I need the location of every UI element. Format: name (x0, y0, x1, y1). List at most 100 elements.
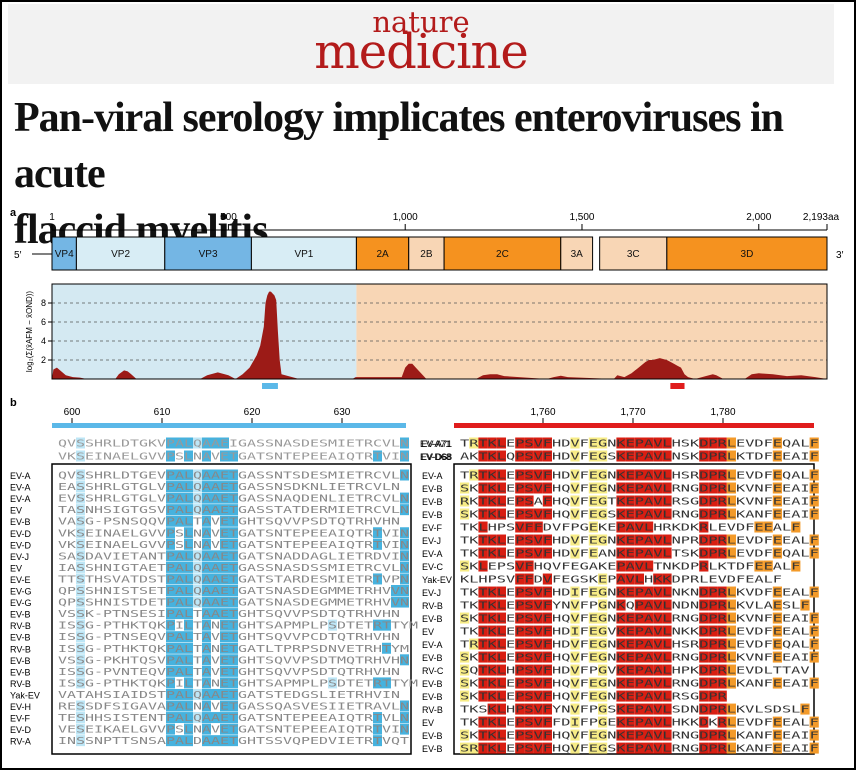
residue-highlight (400, 527, 409, 539)
residue-highlight (542, 651, 552, 663)
residue-highlight (166, 585, 175, 596)
residue-highlight (570, 716, 580, 728)
sequence-name: EV-C (422, 562, 444, 572)
residue-highlight (400, 450, 409, 462)
residue-highlight (726, 534, 736, 546)
residue-highlight (570, 482, 580, 494)
sequence-name: EV-J (422, 588, 441, 598)
residue-highlight (708, 534, 718, 546)
panel-a-label: a (10, 207, 17, 219)
residue-highlight (662, 612, 672, 624)
residue-highlight (634, 482, 644, 494)
plot-frame (51, 283, 828, 380)
residue-highlight (220, 596, 229, 608)
residue-highlight (76, 631, 85, 643)
residue-highlight (542, 742, 552, 754)
residue-highlight (166, 504, 175, 516)
residue-highlight (220, 561, 229, 573)
residue-highlight (772, 599, 782, 611)
residue-highlight (598, 651, 608, 663)
residue-highlight (598, 599, 608, 611)
residue-highlight (708, 638, 718, 650)
residue-highlight (699, 521, 709, 533)
residue-highlight (478, 495, 488, 507)
residue-highlight (175, 631, 184, 643)
residue-highlight (726, 469, 736, 481)
residue-highlight (653, 508, 663, 520)
residue-highlight (653, 495, 663, 507)
residue-highlight (570, 729, 580, 741)
residue-highlight (616, 690, 626, 702)
residue-highlight (373, 450, 382, 462)
residue-highlight (653, 651, 663, 663)
residue-highlight (166, 481, 175, 493)
sequence-sequence: TKTKLEPSVFYNVFPGNKQPAVLNDNDPRLKVLAESLF (460, 601, 810, 612)
residue-highlight (726, 651, 736, 663)
residue-highlight (634, 560, 644, 572)
sequence-name: RV-B (422, 601, 443, 611)
residue-highlight (772, 450, 782, 462)
residue-highlight (570, 690, 580, 702)
sequence-name: EV-G (10, 598, 32, 608)
residue-highlight (487, 729, 497, 741)
residue-highlight (644, 638, 654, 650)
residue-highlight (202, 735, 211, 747)
residue-highlight (726, 482, 736, 494)
residue-highlight (699, 742, 709, 754)
residue-highlight (699, 729, 709, 741)
residue-highlight (193, 688, 202, 700)
residue-highlight (653, 625, 663, 637)
residue-highlight (184, 573, 193, 585)
residue-highlight (382, 642, 391, 654)
residue-highlight (809, 547, 819, 559)
residue-highlight (496, 625, 506, 637)
residue-highlight (391, 596, 400, 608)
residue-highlight (373, 538, 382, 550)
residue-highlight (166, 723, 175, 735)
sequence-sequence: TKSKLHPSVFYNVFPGSKEPAVLSDNDPRLKVLSDSLF (460, 705, 810, 716)
residue-highlight (460, 612, 470, 624)
residue-highlight (220, 735, 229, 747)
residue-highlight (478, 437, 488, 449)
sequence-sequence: TRTKLEPSVFHDVFEGNKEPAVLHSRDPRLEVDFEQALF (460, 640, 819, 651)
residue-highlight (400, 550, 409, 562)
alignment-box (453, 463, 815, 755)
residue-highlight (460, 482, 470, 494)
residue-highlight (634, 690, 644, 702)
residue-highlight (229, 712, 238, 724)
residue-highlight (400, 700, 409, 712)
residue-highlight (662, 716, 672, 728)
residue-highlight (202, 700, 211, 712)
residue-highlight (496, 690, 506, 702)
residue-highlight (229, 585, 238, 596)
residue-highlight (175, 515, 184, 527)
residue-highlight (524, 703, 534, 715)
residue-highlight (524, 437, 534, 449)
residue-highlight (653, 573, 663, 585)
residue-highlight (598, 495, 608, 507)
residue-highlight (616, 729, 626, 741)
residue-highlight (717, 508, 727, 520)
residue-highlight (220, 619, 229, 631)
residue-highlight (166, 608, 175, 620)
residue-highlight (616, 586, 626, 598)
sequence-name: EV-A (422, 471, 443, 481)
residue-highlight (598, 677, 608, 689)
residue-highlight (229, 688, 238, 700)
residue-highlight (542, 599, 552, 611)
residue-highlight (229, 677, 238, 689)
residue-highlight (175, 654, 184, 666)
residue-highlight (717, 450, 727, 462)
residue-highlight (478, 690, 488, 702)
residue-highlight (478, 534, 488, 546)
residue-highlight (662, 508, 672, 520)
residue-highlight (533, 482, 543, 494)
residue-highlight (708, 469, 718, 481)
residue-highlight (76, 735, 85, 747)
sequence-sequence: SKTKLEPSVFHQVFEGNKEPAVLRNGDPRLKVNFEEAIF (460, 614, 819, 625)
residue-highlight (625, 703, 635, 715)
sequence-sequence: TESHHSISTENTPALQAAETGATSNTEPEEAIQTRTVLN (58, 713, 409, 724)
sequence-name: EV-B (10, 656, 31, 666)
residue-highlight (524, 638, 534, 650)
residue-highlight (616, 469, 626, 481)
